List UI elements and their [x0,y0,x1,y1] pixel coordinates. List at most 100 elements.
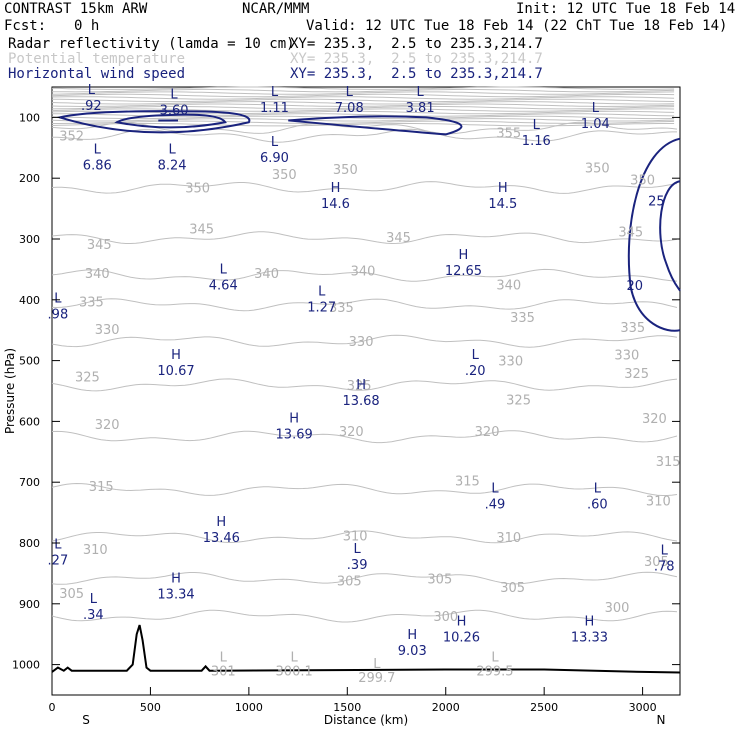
wind-extremum-value: 10.26 [443,631,480,646]
theta-label-305: 305 [500,581,525,596]
field-xy-wind: XY= 235.3, 2.5 to 235.3,214.7 [290,66,543,82]
wind-extremum-value: 1.16 [522,134,551,149]
theta-contour-305 [51,571,678,585]
y-tick-label: 200 [19,172,40,185]
theta-contour-345 [51,231,678,245]
wind-extremum-value: 13.34 [157,587,194,602]
wind-min-marker: L [592,101,600,116]
theta-label-345: 345 [386,231,411,246]
field-xy-theta: XY= 235.3, 2.5 to 235.3,214.7 [290,51,543,67]
wind-extremum-value: .34 [83,608,104,623]
axes: 100 200 300 400 500 600 700 800 900 1000 0 500 1000 1… [12,111,680,714]
wind-extremum-value: 10.67 [157,364,194,379]
wind-min-marker: L [90,592,98,607]
wind-max-marker: H [407,628,417,643]
wind-extremum-value: .27 [48,553,69,568]
wind-min-marker: L [491,481,499,496]
valid-time: Valid: 12 UTC Tue 18 Feb 14 (22 ChT Tue … [306,18,728,34]
theta-strat-line [51,98,675,103]
wind-min-marker: L [472,348,480,363]
theta-contour-335 [51,298,678,312]
y-tick-label: 100 [19,111,40,124]
wind-min-marker: L [318,284,326,299]
init-time: Init: 12 UTC Tue 18 Feb 14 [516,1,736,17]
theta-label-340: 340 [85,267,110,282]
theta-label-335: 335 [620,321,645,336]
theta-label-345: 345 [189,223,214,238]
theta-label-330: 330 [614,349,639,364]
x-tick-label: 3000 [629,701,657,714]
theta-label-345: 345 [87,238,112,253]
model-title: CONTRAST 15km ARW [4,1,148,17]
theta-contours [51,86,678,623]
theta-contour-320 [51,430,678,444]
theta-contour-350 [51,181,678,194]
theta-label-320: 320 [475,425,500,440]
x-axis-title: Distance (km) [324,713,408,727]
wind-extremum-value: .49 [485,497,506,512]
wind-extremum-value: 8.24 [158,159,187,174]
theta-label-350: 350 [333,163,358,178]
theta-contour-325 [51,378,678,392]
theta-label-315: 315 [656,455,681,470]
theta-label-310: 310 [496,531,521,546]
theta-label-350: 350 [272,168,297,183]
wind-max-marker: H [498,181,508,196]
theta-strat-line [51,123,675,127]
wind-contour-20 [627,137,681,332]
forecast-label: Fcst: [4,18,47,34]
y-tick-label: 500 [19,355,40,368]
theta-label-335: 335 [329,301,354,316]
x-tick-label: 0 [49,701,56,714]
x-tick-label: 1500 [333,701,361,714]
theta-strat-line [51,108,675,112]
wind-max-marker: H [216,515,226,530]
wind-min-marker: L [94,143,102,158]
wind-min-marker: L [54,537,62,552]
wind-min-marker: L [88,83,96,98]
theta-label-335: 335 [510,311,535,326]
plot-frame [51,86,681,696]
theta-label-352: 352 [59,130,84,145]
y-tick-label: 700 [19,476,40,489]
theta-extremum-value: 301 [211,665,236,680]
theta-label-340: 340 [254,267,279,282]
wind-max-marker: H [289,411,299,426]
theta-label-310: 310 [646,494,671,509]
theta-label-320: 320 [339,425,364,440]
y-tick-label: 1000 [12,659,40,672]
wind-extremum-value: .98 [48,308,69,323]
theta-label-320: 320 [95,418,120,433]
theta-label-340: 340 [496,279,521,294]
theta-label-320: 320 [642,412,667,427]
wind-extremum-value: 13.33 [571,631,608,646]
theta-strat-line [51,118,675,122]
wind-min-marker: L [417,85,425,100]
theta-strat-line [51,101,675,105]
wind-extremum-value: 13.46 [203,531,240,546]
x-tick-label: 2000 [432,701,460,714]
wind-min-marker: L [168,143,176,158]
theta-label-315: 315 [455,474,480,489]
wind-extremum-value: 12.65 [445,264,482,279]
theta-label-310: 310 [83,543,108,558]
theta-label-350: 350 [585,161,610,176]
field-name-wind: Horizontal wind speed [8,66,186,82]
x-tick-label: 1000 [235,701,263,714]
theta-label-305: 305 [337,575,362,590]
terrain-profile [51,624,681,674]
theta-contour-352 [52,128,677,143]
wind-contours [51,110,681,674]
field-xy-reflectivity: XY= 235.3, 2.5 to 235.3,214.7 [290,36,543,52]
theta-label-355: 355 [496,127,521,142]
y-tick-label: 300 [19,233,40,246]
theta-label-325: 325 [75,370,100,385]
north-label: N [657,713,666,727]
theta-label-340: 340 [351,265,376,280]
wind-min-marker: L [271,135,279,150]
theta-contour-300 [51,609,678,623]
theta-label-350: 350 [630,173,655,188]
theta-label-325: 325 [347,379,372,394]
theta-label-345: 345 [618,226,643,241]
